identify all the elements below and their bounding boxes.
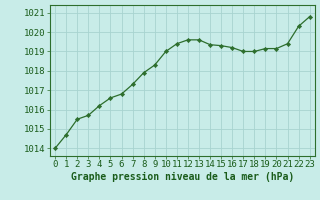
X-axis label: Graphe pression niveau de la mer (hPa): Graphe pression niveau de la mer (hPa) <box>71 172 294 182</box>
